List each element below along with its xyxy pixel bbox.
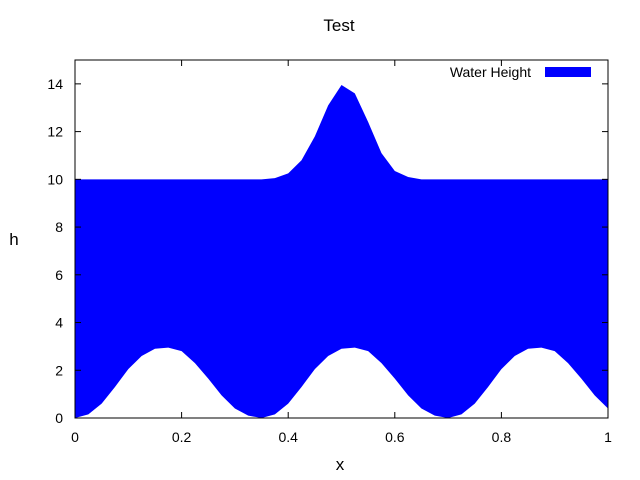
plot-area (75, 85, 608, 418)
chart-title: Test (323, 16, 354, 35)
legend: Water Height (450, 64, 591, 80)
y-axis-ticks: 0 2 4 6 8 10 12 14 (47, 76, 608, 426)
legend-label-water-height: Water Height (450, 64, 531, 80)
y-tick-label: 2 (55, 362, 63, 378)
y-tick-label: 10 (47, 171, 63, 187)
legend-swatch-water-height (545, 67, 591, 77)
x-axis-ticks: 0 0.2 0.4 0.6 0.8 1 (71, 60, 612, 445)
y-tick-label: 0 (55, 410, 63, 426)
y-tick-label: 8 (55, 219, 63, 235)
x-tick-label: 1 (604, 429, 612, 445)
y-tick-label: 14 (47, 76, 63, 92)
x-tick-label: 0.6 (385, 429, 405, 445)
y-axis-label: h (9, 230, 18, 249)
x-tick-label: 0.4 (278, 429, 298, 445)
x-axis-label: x (336, 455, 345, 474)
x-tick-label: 0.2 (172, 429, 192, 445)
series-area-water-height (75, 85, 608, 418)
y-tick-label: 6 (55, 267, 63, 283)
x-tick-label: 0 (71, 429, 79, 445)
y-tick-label: 12 (47, 124, 63, 140)
y-tick-label: 4 (55, 315, 63, 331)
plot-border (74, 59, 609, 419)
x-tick-label: 0.8 (492, 429, 512, 445)
